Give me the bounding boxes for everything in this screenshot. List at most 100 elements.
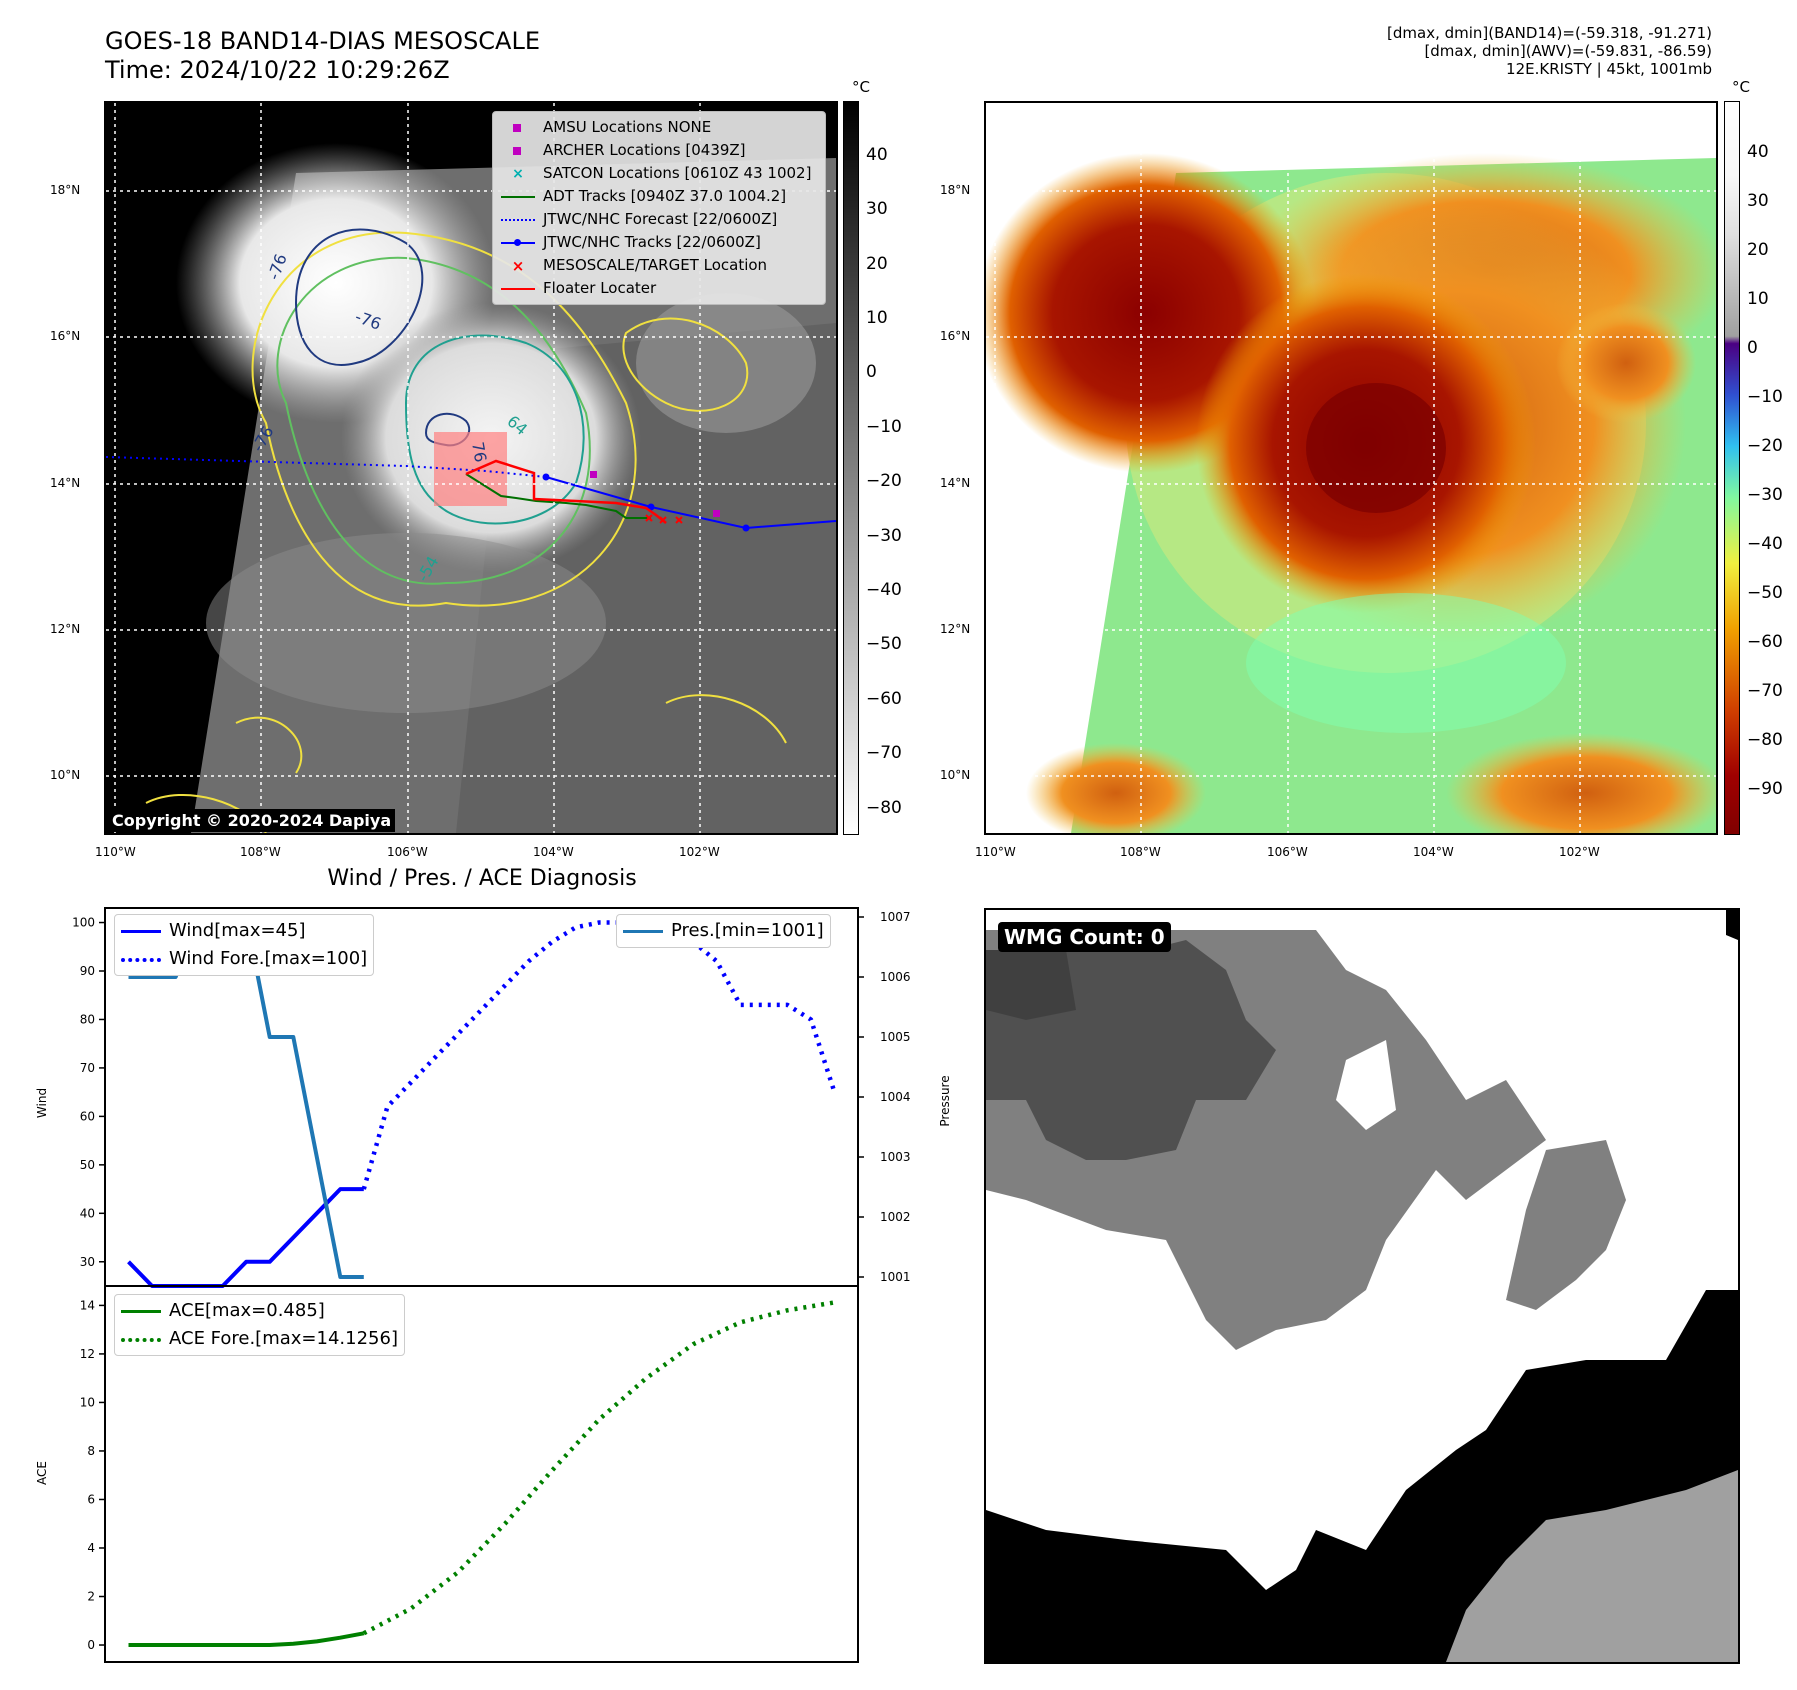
ace-legend: ACE[max=0.485] ACE Fore.[max=14.1256] (114, 1294, 405, 1356)
cbar-tick: −50 (1747, 583, 1783, 603)
y-tick-label: 60 (80, 1109, 95, 1123)
y-right-tick-label: 1005 (880, 1030, 911, 1044)
cbar-tick: −80 (1747, 730, 1783, 750)
lat-tick: 14°N (50, 476, 81, 490)
wind-legend: Wind[max=45] Wind Fore.[max=100] (114, 914, 375, 976)
info-block: [dmax, dmin](BAND14)=(-59.318, -91.271) … (1112, 24, 1712, 78)
cbar-tick: −30 (866, 526, 902, 546)
contour-label: -76 (353, 307, 384, 334)
map-legend: AMSU Locations NONE ARCHER Locations [04… (492, 111, 826, 305)
contour-label: -54 (413, 553, 443, 585)
ace-axis-label: ACE (35, 1461, 49, 1485)
cbar-tick: 30 (1747, 191, 1769, 211)
lat-tick: 12°N (50, 622, 81, 636)
copyright-label: Copyright © 2020-2024 Dapiya (108, 809, 396, 832)
lat-tick: 10°N (50, 768, 81, 782)
lon-tick: 102°W (679, 845, 720, 859)
legend-item-floater: Floater Locater (501, 277, 817, 300)
diagnosis-title: Wind / Pres. / ACE Diagnosis (327, 866, 637, 891)
legend-item-wind-forecast: Wind Fore.[max=100] (121, 945, 367, 973)
series-line (128, 1631, 365, 1647)
solid-line-icon (121, 1304, 161, 1318)
lon-tick: 102°W (1559, 845, 1600, 859)
y-right-tick-label: 1007 (880, 910, 911, 924)
lat-tick: 18°N (940, 183, 971, 197)
y-tick-label: 70 (80, 1061, 95, 1075)
legend-item-tracks: JTWC/NHC Tracks [22/0600Z] (501, 231, 817, 254)
y-tick-label: 12 (80, 1347, 95, 1361)
lon-tick: 110°W (95, 845, 136, 859)
chart-title: GOES-18 BAND14-DIAS MESOSCALE (105, 27, 541, 55)
contour-labels: -76 -76 64 76 -76 -54 (248, 251, 531, 585)
enhanced-ir-map (984, 101, 1718, 835)
lat-tick: 14°N (940, 476, 971, 490)
square-marker-icon (501, 121, 535, 135)
contour-label: 76 (468, 440, 490, 463)
lat-tick: 12°N (940, 622, 971, 636)
y-tick-label: 10 (80, 1395, 95, 1409)
red-x-icon: × (511, 256, 525, 275)
series-line (362, 1300, 835, 1636)
line-marker-icon (501, 190, 535, 204)
cbar-tick: 0 (866, 362, 877, 382)
contour-label: 64 (503, 412, 531, 440)
contour-label: -76 (264, 251, 291, 282)
wmg-image (986, 910, 1738, 1662)
legend-item-ace-forecast: ACE Fore.[max=14.1256] (121, 1325, 398, 1353)
y-tick-label: 6 (87, 1492, 95, 1506)
ir-map-image (106, 103, 836, 833)
cbar-unit-left: °C (852, 78, 870, 96)
cbar-unit-right: °C (1732, 78, 1750, 96)
y-right-tick-label: 1004 (880, 1090, 911, 1104)
cbar-tick: −60 (866, 689, 902, 709)
dotted-line-icon (501, 213, 535, 227)
cbar-tick: 30 (866, 199, 888, 219)
cbar-tick: 20 (866, 254, 888, 274)
info-awv-range: [dmax, dmin](AWV)=(-59.831, -86.59) (1424, 42, 1712, 60)
line-marker-icon (501, 282, 535, 296)
y-tick-label: 14 (80, 1298, 95, 1312)
legend-item-archer: ARCHER Locations [0439Z] (501, 139, 817, 162)
square-marker-icon (501, 144, 535, 158)
wind-axis-label: Wind (35, 1087, 49, 1119)
lon-tick: 108°W (240, 845, 281, 859)
cbar-tick: 20 (1747, 240, 1769, 260)
y-tick-label: 40 (80, 1206, 95, 1220)
solid-line-icon (623, 924, 663, 938)
ir-map: -76 -76 64 76 -76 -54 AMSU Locations NON… (104, 101, 838, 835)
y-right-tick-label: 1001 (880, 1270, 911, 1284)
y-tick-label: 8 (87, 1444, 95, 1458)
y-tick-label: 50 (80, 1158, 95, 1172)
colorbar-right (1724, 101, 1740, 835)
cbar-tick: −50 (866, 634, 902, 654)
lon-tick: 108°W (1120, 845, 1161, 859)
y-tick-label: 30 (80, 1255, 95, 1269)
cbar-tick: −80 (866, 798, 902, 818)
legend-item-mesoscale: × MESOSCALE/TARGET Location (501, 254, 817, 277)
cbar-tick: −30 (1747, 485, 1783, 505)
y-right-tick-label: 1002 (880, 1210, 911, 1224)
dotted-line-icon (121, 952, 161, 966)
lon-tick: 110°W (975, 845, 1016, 859)
lat-tick: 10°N (940, 768, 971, 782)
y-tick-label: 90 (80, 964, 95, 978)
cbar-tick: −90 (1747, 779, 1783, 799)
legend-item-satcon: × SATCON Locations [0610Z 43 1002] (501, 162, 817, 185)
y-right-tick-label: 1003 (880, 1150, 911, 1164)
info-storm: 12E.KRISTY | 45kt, 1001mb (1506, 60, 1712, 78)
y-tick-label: 100 (72, 916, 95, 930)
lon-tick: 106°W (1267, 845, 1308, 859)
cbar-tick: 40 (866, 145, 888, 165)
legend-item-wind: Wind[max=45] (121, 917, 367, 945)
lat-tick: 18°N (50, 183, 81, 197)
legend-item-adt: ADT Tracks [0940Z 37.0 1004.2] (501, 185, 817, 208)
cbar-tick: −60 (1747, 632, 1783, 652)
legend-item-amsu: AMSU Locations NONE (501, 116, 817, 139)
y-tick-label: 4 (87, 1541, 95, 1555)
y-tick-label: 80 (80, 1012, 95, 1026)
cbar-tick: 0 (1747, 338, 1758, 358)
wmg-count-label: WMG Count: 0 (998, 922, 1171, 952)
legend-item-forecast: JTWC/NHC Forecast [22/0600Z] (501, 208, 817, 231)
dotted-line-icon (121, 1332, 161, 1346)
pressure-legend: Pres.[min=1001] (616, 914, 831, 948)
